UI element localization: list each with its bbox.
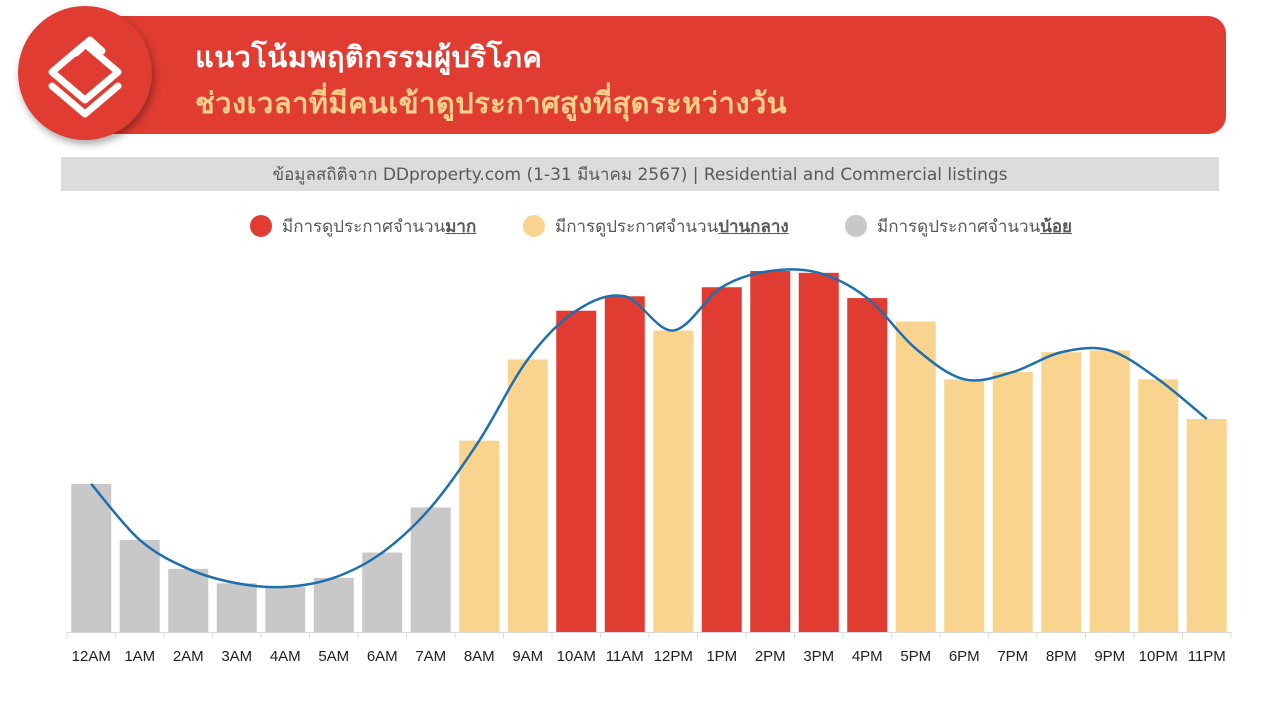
legend-item-high: มีการดูประกาศจำนวนมาก [250,212,476,240]
x-tick-label-11am: 11AM [606,648,644,665]
x-tick-label-4pm: 4PM [852,648,883,665]
bar-7am [410,507,451,632]
x-tick-label-4am: 4AM [270,648,301,665]
source-note: ข้อมูลสถิติจาก DDproperty.com (1-31 มีนา… [61,157,1219,191]
chart-legend: มีการดูประกาศจำนวนมาก มีการดูประกาศจำนวน… [0,212,1280,240]
legend-item-medium: มีการดูประกาศจำนวนปานกลาง [523,212,789,240]
x-tick-label-9am: 9AM [512,648,543,665]
bar-6pm [944,379,985,632]
bar-12am [71,483,112,632]
bar-6am [362,552,403,632]
bar-2am [168,568,209,632]
x-tick-label-2pm: 2PM [755,648,786,665]
x-tick-label-12am: 12AM [72,648,111,665]
trend-line [90,268,1208,589]
bar-9am [507,359,548,632]
legend-swatch-medium [523,215,545,237]
x-tick-label-9pm: 9PM [1094,648,1125,665]
x-tick-label-10pm: 10PM [1139,648,1178,665]
x-tick-label-10am: 10AM [557,648,596,665]
legend-label-low: มีการดูประกาศจำนวนน้อย [877,216,1072,237]
x-tick-label-3am: 3AM [221,648,252,665]
page-subtitle: ช่วงเวลาที่มีคนเข้าดูประกาศสูงที่สุดระหว… [195,86,788,120]
bar-1am [119,539,160,632]
page-title: แนวโน้มพฤติกรรมผู้บริโภค [195,40,543,74]
bar-8am [459,440,500,632]
x-tick-label-6am: 6AM [367,648,398,665]
x-tick-label-8am: 8AM [464,648,495,665]
x-tick-label-1pm: 1PM [706,648,737,665]
bar-1pm [701,287,742,632]
bar-3am [216,583,257,632]
x-tick-label-5pm: 5PM [900,648,931,665]
legend-label-medium: มีการดูประกาศจำนวนปานกลาง [555,216,789,237]
house-stack-icon [48,36,122,118]
legend-swatch-high [250,215,272,237]
bar-11am [604,296,645,632]
x-tick-label-12pm: 12PM [654,648,693,665]
legend-swatch-low [845,215,867,237]
x-tick-label-3pm: 3PM [803,648,834,665]
x-tick-label-5am: 5AM [318,648,349,665]
bar-10pm [1138,379,1179,632]
bar-9pm [1089,350,1130,632]
bar-8pm [1041,352,1082,632]
x-tick-label-7pm: 7PM [997,648,1028,665]
title-banner [80,16,1226,134]
bar-4am [265,586,306,632]
bar-2pm [750,271,791,632]
bar-11pm [1186,419,1227,632]
bar-12pm [653,330,694,632]
legend-label-high: มีการดูประกาศจำนวนมาก [282,216,477,237]
logo-badge [18,6,152,140]
x-tick-label-8pm: 8PM [1046,648,1077,665]
legend-item-low: มีการดูประกาศจำนวนน้อย [845,212,1072,240]
bar-5pm [895,321,936,632]
bar-4pm [847,298,888,632]
x-tick-label-11pm: 11PM [1188,648,1226,665]
x-tick-label-6pm: 6PM [949,648,980,665]
bar-5am [313,577,354,632]
bar-3pm [798,272,839,632]
x-tick-label-7am: 7AM [415,648,446,665]
bar-10am [556,310,597,632]
x-tick-label-2am: 2AM [173,648,204,665]
bar-7pm [992,372,1033,632]
x-tick-label-1am: 1AM [124,648,155,665]
